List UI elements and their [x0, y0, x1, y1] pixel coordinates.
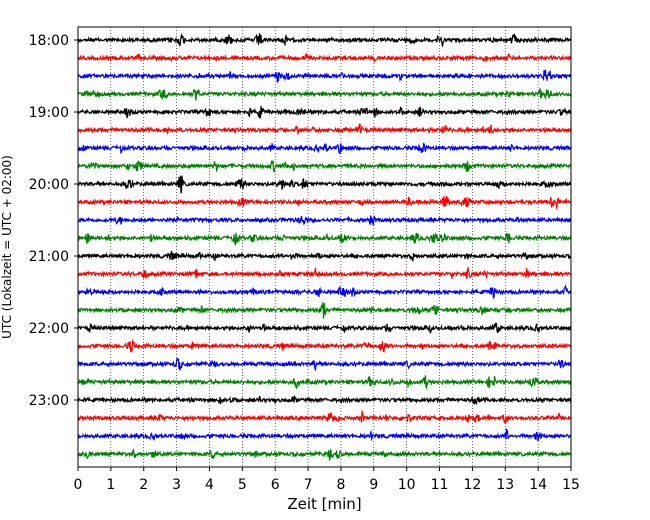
trace-1900	[77, 105, 572, 119]
trace-1945	[77, 159, 572, 173]
x-tick-label: 12	[463, 477, 481, 493]
x-tick-label: 15	[562, 477, 580, 493]
trace-2000	[77, 175, 572, 194]
trace-1800	[77, 32, 572, 47]
trace-2230	[77, 357, 572, 372]
trace-2345	[77, 448, 572, 462]
y-axis-label: UTC (Lokalzeit = UTC + 02:00)	[0, 155, 14, 339]
trace-2045	[77, 232, 572, 247]
x-tick-label: 1	[106, 477, 115, 493]
trace-1815	[77, 52, 572, 63]
x-axis-label: Zeit [min]	[287, 495, 361, 513]
trace-2300	[77, 394, 572, 406]
y-tick-label: 22:00	[29, 321, 69, 337]
y-tick-label: 23:00	[29, 393, 69, 409]
x-tick-label: 7	[304, 477, 313, 493]
x-tick-label: 8	[336, 477, 345, 493]
trace-2315	[77, 409, 572, 424]
vertical-gridlines	[110, 27, 539, 467]
trace-1915	[77, 123, 572, 135]
y-tick-label: 18:00	[29, 33, 69, 49]
x-tick-label: 10	[398, 477, 416, 493]
y-tick-label: 21:00	[29, 249, 69, 265]
x-tick-label: 11	[431, 477, 449, 493]
trace-2030	[77, 214, 572, 226]
x-tick-label: 4	[205, 477, 214, 493]
trace-1930	[77, 142, 572, 155]
trace-1845	[77, 88, 572, 101]
trace-2100	[77, 250, 572, 262]
y-axis-ticks: 18:00 19:00 20:00 21:00 22:00 23:00	[29, 33, 78, 409]
trace-2215	[77, 338, 572, 353]
trace-2245	[77, 375, 572, 390]
x-tick-label: 5	[238, 477, 247, 493]
trace-2115	[77, 265, 572, 280]
seismic-traces	[77, 32, 572, 462]
x-tick-label: 6	[271, 477, 280, 493]
y-tick-label: 20:00	[29, 177, 69, 193]
trace-2200	[77, 322, 572, 334]
x-tick-label: 3	[172, 477, 181, 493]
y-tick-label: 19:00	[29, 105, 69, 121]
x-axis-ticks: 0 1 2 3 4 5 6 7 8 9 10 11 12 13 14 15	[74, 467, 580, 493]
plot-frame	[77, 26, 572, 468]
trace-2145	[77, 302, 572, 319]
trace-2015	[77, 195, 572, 211]
trace-2130	[77, 283, 572, 300]
x-tick-label: 9	[369, 477, 378, 493]
x-tick-label: 2	[139, 477, 148, 493]
x-tick-label: 13	[496, 477, 514, 493]
x-tick-label: 0	[74, 477, 83, 493]
trace-1830	[77, 69, 572, 83]
x-tick-label: 14	[529, 477, 547, 493]
trace-2330	[77, 427, 572, 442]
